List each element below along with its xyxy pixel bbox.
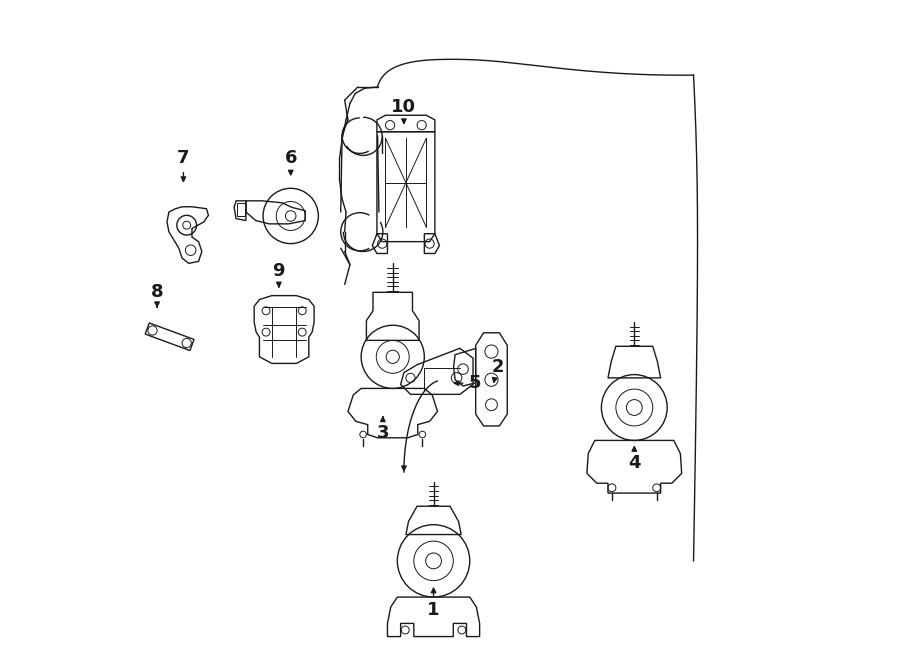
Text: 4: 4: [628, 447, 641, 473]
Text: 2: 2: [491, 358, 504, 382]
Text: 6: 6: [284, 149, 297, 175]
Text: 7: 7: [177, 149, 190, 181]
Text: 10: 10: [392, 98, 417, 124]
Text: 8: 8: [151, 284, 164, 307]
Text: 9: 9: [273, 262, 285, 287]
Text: 1: 1: [428, 588, 440, 619]
Text: 3: 3: [376, 417, 389, 442]
Text: 5: 5: [454, 374, 481, 392]
